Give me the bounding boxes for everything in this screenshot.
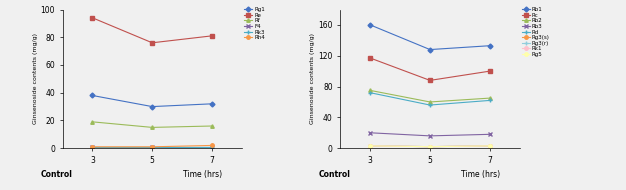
Rh4 (148, 146, 156, 148)
Line: Rb3: Rb3 (369, 131, 491, 138)
Rd (426, 104, 434, 106)
Text: Control: Control (319, 170, 351, 179)
Line: Rd: Rd (369, 91, 491, 107)
Line: Rg1: Rg1 (91, 94, 213, 108)
Legend: Rb1, Rc, Rb2, Rb3, Rd, Rg3(s), Rg3(r), Rk1, Rg5: Rb1, Rc, Rb2, Rb3, Rd, Rg3(s), Rg3(r), R… (521, 7, 550, 57)
Rg5 (366, 145, 374, 147)
Rf (148, 126, 156, 129)
Line: Rb2: Rb2 (369, 89, 491, 104)
Line: Rg5: Rg5 (369, 144, 491, 148)
Rk3 (148, 146, 156, 148)
Rg1 (89, 94, 96, 97)
Rk3 (208, 146, 216, 148)
Rk1 (366, 145, 374, 147)
Rg3(r) (366, 145, 374, 147)
X-axis label: Time (hrs): Time (hrs) (461, 170, 500, 179)
Line: Rk1: Rk1 (369, 144, 491, 148)
Rb3 (426, 135, 434, 137)
Rg3(s) (486, 145, 493, 147)
Rh4 (89, 146, 96, 148)
Rb3 (486, 133, 493, 135)
Re (89, 17, 96, 19)
Y-axis label: Ginsenoside contents (mg/g): Ginsenoside contents (mg/g) (310, 33, 316, 124)
Rk1 (426, 146, 434, 148)
Rd (366, 92, 374, 94)
Re (208, 35, 216, 37)
Re (148, 42, 156, 44)
Rg3(s) (426, 146, 434, 148)
Rd (486, 99, 493, 102)
Legend: Rg1, Re, Rf, F4, Rk3, Rh4: Rg1, Re, Rf, F4, Rk3, Rh4 (244, 7, 265, 41)
X-axis label: Time (hrs): Time (hrs) (183, 170, 222, 179)
Rk1 (486, 145, 493, 147)
Line: Rg3(r): Rg3(r) (369, 144, 491, 148)
F4 (89, 146, 96, 148)
Rb2 (366, 89, 374, 92)
Line: Re: Re (91, 16, 213, 44)
Line: Rk3: Rk3 (91, 145, 213, 149)
Y-axis label: Ginsenoside contents (mg/g): Ginsenoside contents (mg/g) (33, 33, 38, 124)
Rb2 (426, 101, 434, 103)
Line: Rf: Rf (91, 120, 213, 129)
Rg3(r) (486, 145, 493, 147)
Rf (208, 125, 216, 127)
Line: Rg3(s): Rg3(s) (369, 144, 491, 148)
Line: Rh4: Rh4 (91, 144, 213, 149)
Rb2 (486, 97, 493, 99)
Rf (89, 121, 96, 123)
Rb1 (426, 48, 434, 51)
F4 (208, 146, 216, 148)
Rg3(r) (426, 146, 434, 148)
Rb1 (366, 24, 374, 26)
Line: Rc: Rc (369, 56, 491, 82)
Line: F4: F4 (91, 145, 213, 149)
Rg5 (486, 145, 493, 147)
Line: Rb1: Rb1 (369, 23, 491, 51)
Rk3 (89, 146, 96, 148)
Rb1 (486, 45, 493, 47)
Rg3(s) (366, 145, 374, 147)
Rc (366, 57, 374, 59)
F4 (148, 146, 156, 148)
Rg5 (426, 146, 434, 148)
Rg1 (148, 105, 156, 108)
Rc (426, 79, 434, 82)
Rh4 (208, 144, 216, 146)
Rc (486, 70, 493, 72)
Rg1 (208, 103, 216, 105)
Text: Control: Control (41, 170, 73, 179)
Rb3 (366, 132, 374, 134)
